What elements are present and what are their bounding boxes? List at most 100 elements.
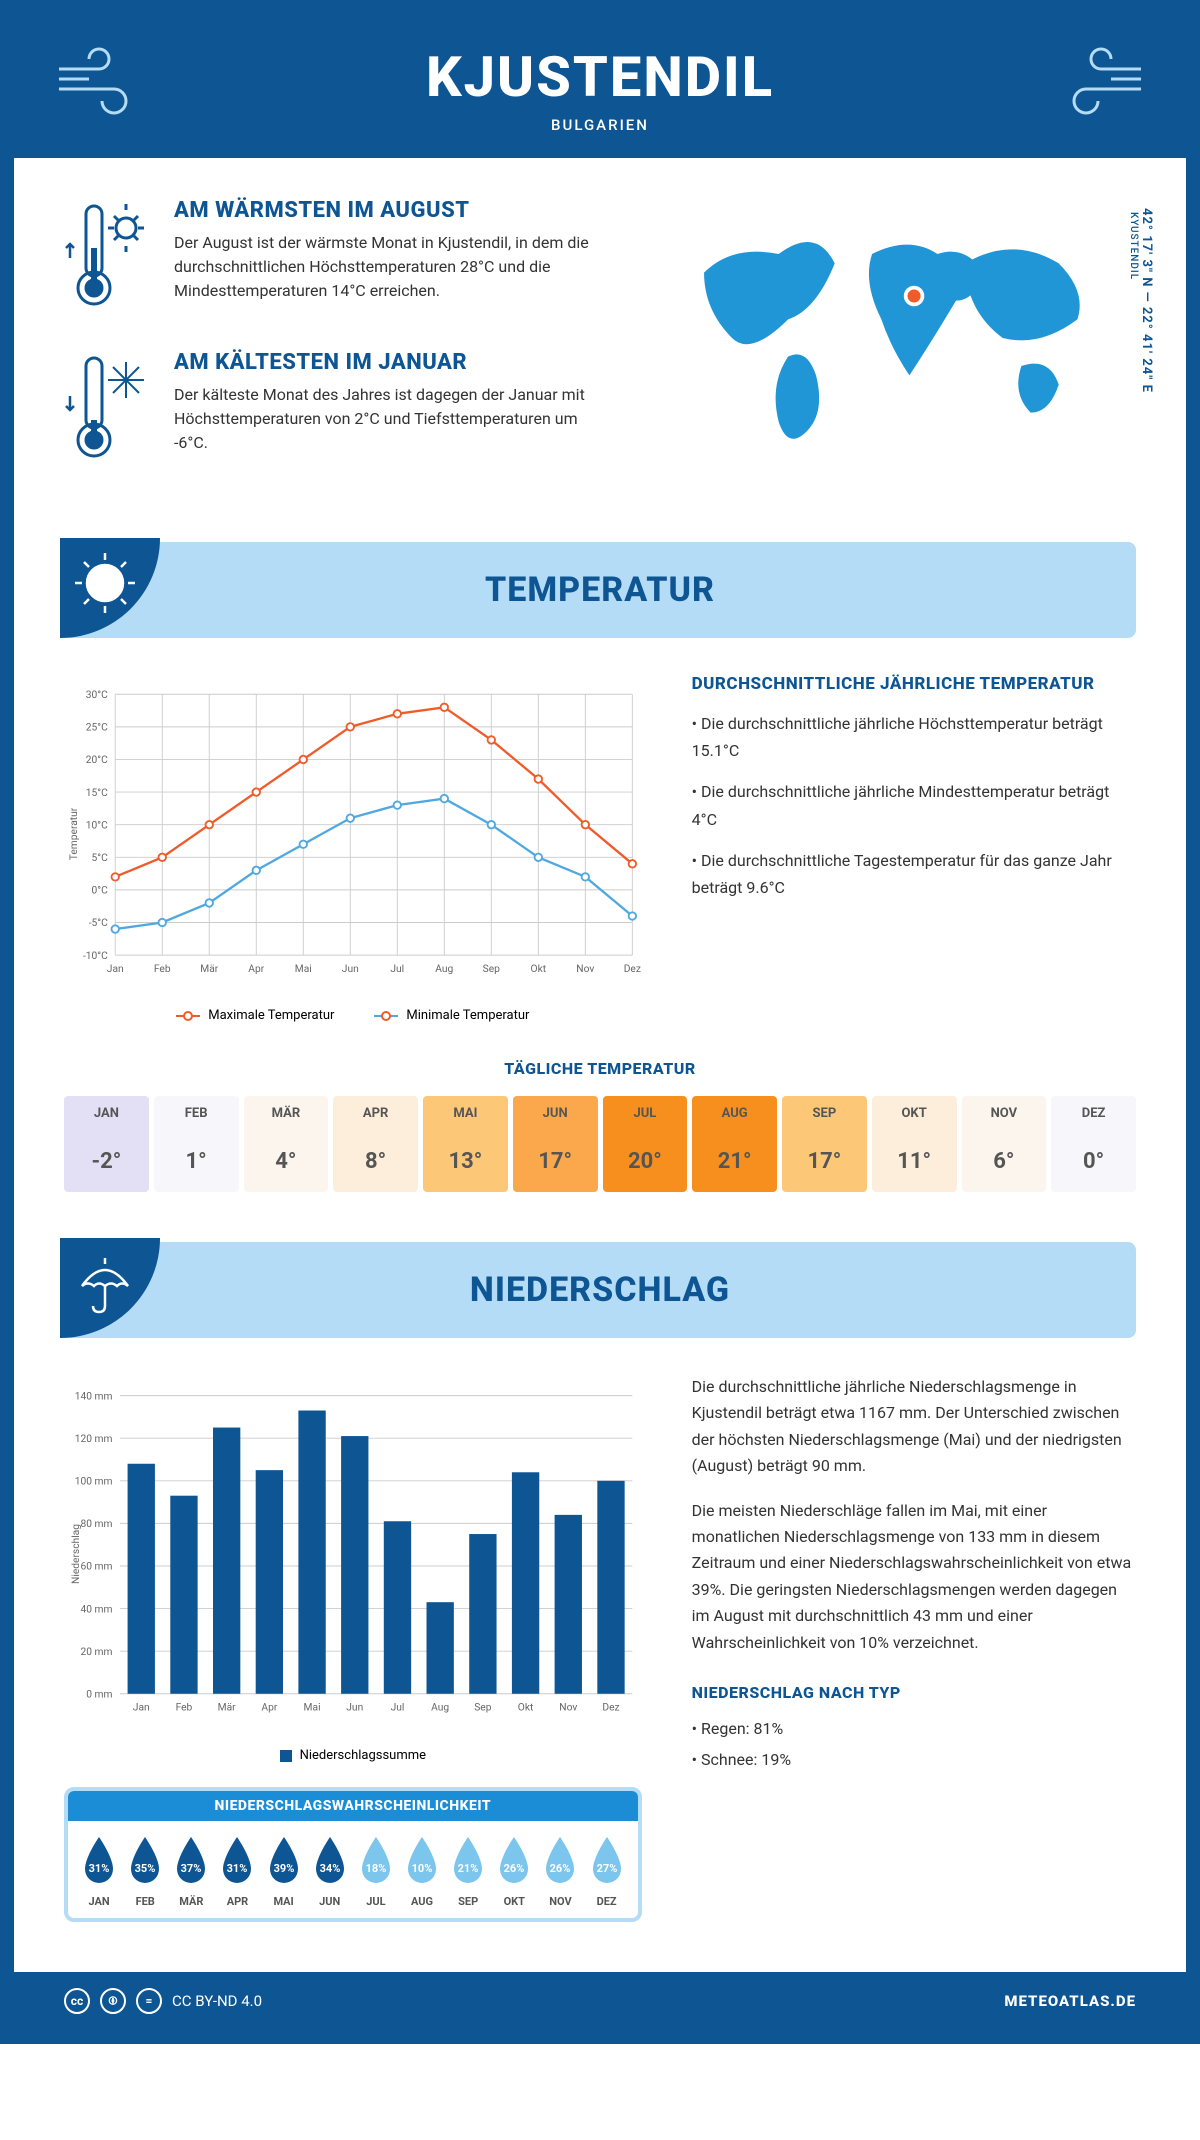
svg-text:Jul: Jul [390, 962, 404, 975]
svg-text:40 mm: 40 mm [80, 1602, 112, 1615]
svg-text:Feb: Feb [154, 962, 171, 975]
prob-month: MAI [261, 1895, 307, 1908]
precip-para-1: Die durchschnittliche jährliche Niedersc… [692, 1374, 1136, 1480]
svg-text:Apr: Apr [248, 962, 264, 975]
svg-text:Dez: Dez [624, 962, 641, 975]
month-cell: APR8° [333, 1096, 418, 1192]
month-label: MAI [423, 1096, 508, 1131]
month-value: 0° [1051, 1131, 1136, 1192]
svg-text:Jan: Jan [133, 1701, 150, 1714]
svg-text:5°C: 5°C [92, 851, 109, 864]
by-icon: 🅯 [100, 1988, 126, 2014]
probability-drop: 37%MÄR [168, 1833, 214, 1908]
month-value: 17° [782, 1131, 867, 1192]
month-cell: MÄR4° [244, 1096, 329, 1192]
month-label: DEZ [1051, 1096, 1136, 1131]
svg-text:140 mm: 140 mm [75, 1389, 113, 1402]
header: KJUSTENDIL BULGARIEN [14, 14, 1186, 158]
prob-month: APR [214, 1895, 260, 1908]
temp-info-title: DURCHSCHNITTLICHE JÄHRLICHE TEMPERATUR [692, 674, 1136, 694]
probability-drop: 18%JUL [353, 1833, 399, 1908]
svg-text:Sep: Sep [474, 1701, 492, 1714]
svg-text:60 mm: 60 mm [80, 1560, 112, 1573]
month-value: -2° [64, 1131, 149, 1192]
infographic-page: KJUSTENDIL BULGARIEN AM WÄRMSTEN I [0, 0, 1200, 2044]
svg-text:21%: 21% [458, 1862, 479, 1875]
nd-icon: = [136, 1988, 162, 2014]
intro-section: AM WÄRMSTEN IM AUGUST Der August ist der… [14, 158, 1186, 502]
svg-text:Sep: Sep [483, 962, 501, 975]
svg-text:Mär: Mär [200, 962, 219, 975]
precipitation-text: Die durchschnittliche jährliche Niedersc… [692, 1374, 1136, 1922]
svg-text:Niederschlag: Niederschlag [69, 1524, 82, 1584]
month-value: 1° [154, 1131, 239, 1192]
svg-text:35%: 35% [135, 1862, 156, 1875]
svg-text:20°C: 20°C [86, 753, 108, 766]
month-label: APR [333, 1096, 418, 1131]
precip-legend-label: Niederschlagssumme [300, 1748, 426, 1763]
prob-month: NOV [537, 1895, 583, 1908]
month-label: FEB [154, 1096, 239, 1131]
svg-text:39%: 39% [273, 1862, 294, 1875]
svg-text:Jul: Jul [391, 1701, 405, 1714]
month-cell: JUL20° [603, 1096, 688, 1192]
prob-month: JAN [76, 1895, 122, 1908]
world-map: 42° 17' 3" N — 22° 41' 24" E KYUSTENDIL [645, 198, 1136, 502]
month-value: 20° [603, 1131, 688, 1192]
precip-type-line: • Regen: 81% [692, 1716, 1136, 1742]
temperature-line-chart: -10°C-5°C0°C5°C10°C15°C20°C25°C30°CJanFe… [64, 674, 642, 994]
wind-icon [1026, 44, 1146, 128]
month-value: 17° [513, 1131, 598, 1192]
country-subtitle: BULGARIEN [34, 116, 1166, 134]
precipitation-banner: NIEDERSCHLAG [64, 1242, 1136, 1338]
daily-temp-title: TÄGLICHE TEMPERATUR [64, 1059, 1136, 1078]
temperature-legend: .legend-sw:nth-child(1)::after{border-co… [64, 1008, 642, 1023]
precipitation-bar-chart: 0 mm20 mm40 mm60 mm80 mm100 mm120 mm140 … [64, 1374, 642, 1734]
coordinates: 42° 17' 3" N — 22° 41' 24" E KYUSTENDIL [1128, 208, 1154, 393]
svg-text:Mai: Mai [304, 1701, 321, 1714]
month-label: JAN [64, 1096, 149, 1131]
month-value: 21° [692, 1131, 777, 1192]
temperature-title: TEMPERATUR [485, 570, 715, 610]
svg-text:Jan: Jan [107, 962, 124, 975]
svg-text:120 mm: 120 mm [75, 1432, 113, 1445]
month-label: AUG [692, 1096, 777, 1131]
license: cc 🅯 = CC BY-ND 4.0 [64, 1988, 262, 2014]
daily-temperature-grid: JAN-2°FEB1°MÄR4°APR8°MAI13°JUN17°JUL20°A… [64, 1096, 1136, 1192]
probability-drop: 21% SEP [445, 1833, 491, 1908]
month-cell: DEZ0° [1051, 1096, 1136, 1192]
month-cell: SEP17° [782, 1096, 867, 1192]
site-name: METEOATLAS.DE [1004, 1992, 1136, 2010]
coords-text: 42° 17' 3" N — 22° 41' 24" E [1139, 208, 1154, 393]
prob-month: SEP [445, 1895, 491, 1908]
temperature-info: DURCHSCHNITTLICHE JÄHRLICHE TEMPERATUR •… [692, 674, 1136, 1023]
coldest-body: Der kälteste Monat des Jahres ist dagege… [174, 383, 605, 455]
probability-drop: 10%AUG [399, 1833, 445, 1908]
prob-month: OKT [491, 1895, 537, 1908]
svg-text:37%: 37% [181, 1862, 202, 1875]
svg-text:80 mm: 80 mm [80, 1517, 112, 1530]
temp-info-line: • Die durchschnittliche Tagestemperatur … [692, 847, 1136, 901]
probability-drop: 34%JUN [307, 1833, 353, 1908]
prob-month: FEB [122, 1895, 168, 1908]
svg-text:30°C: 30°C [86, 688, 108, 701]
city-title: KJUSTENDIL [34, 44, 1166, 110]
probability-title: NIEDERSCHLAGSWAHRSCHEINLICHKEIT [68, 1791, 638, 1821]
legend-min-label: Minimale Temperatur [406, 1008, 529, 1023]
climate-facts: AM WÄRMSTEN IM AUGUST Der August ist der… [64, 198, 605, 502]
precip-para-2: Die meisten Niederschläge fallen im Mai,… [692, 1498, 1136, 1656]
svg-text:Nov: Nov [559, 1701, 577, 1714]
month-cell: OKT11° [872, 1096, 957, 1192]
precipitation-section: 0 mm20 mm40 mm60 mm80 mm100 mm120 mm140 … [14, 1374, 1186, 1972]
month-value: 8° [333, 1131, 418, 1192]
sun-icon [60, 538, 160, 638]
probability-drop: 26%OKT [491, 1833, 537, 1908]
svg-text:Dez: Dez [602, 1701, 619, 1714]
probability-drop: 31%JAN [76, 1833, 122, 1908]
svg-text:Nov: Nov [576, 962, 594, 975]
legend-max-label: Maximale Temperatur [208, 1008, 334, 1023]
month-label: JUN [513, 1096, 598, 1131]
svg-text:Temperatur: Temperatur [67, 807, 80, 860]
precip-type-title: NIEDERSCHLAG NACH TYP [692, 1680, 1136, 1706]
month-cell: NOV6° [962, 1096, 1047, 1192]
